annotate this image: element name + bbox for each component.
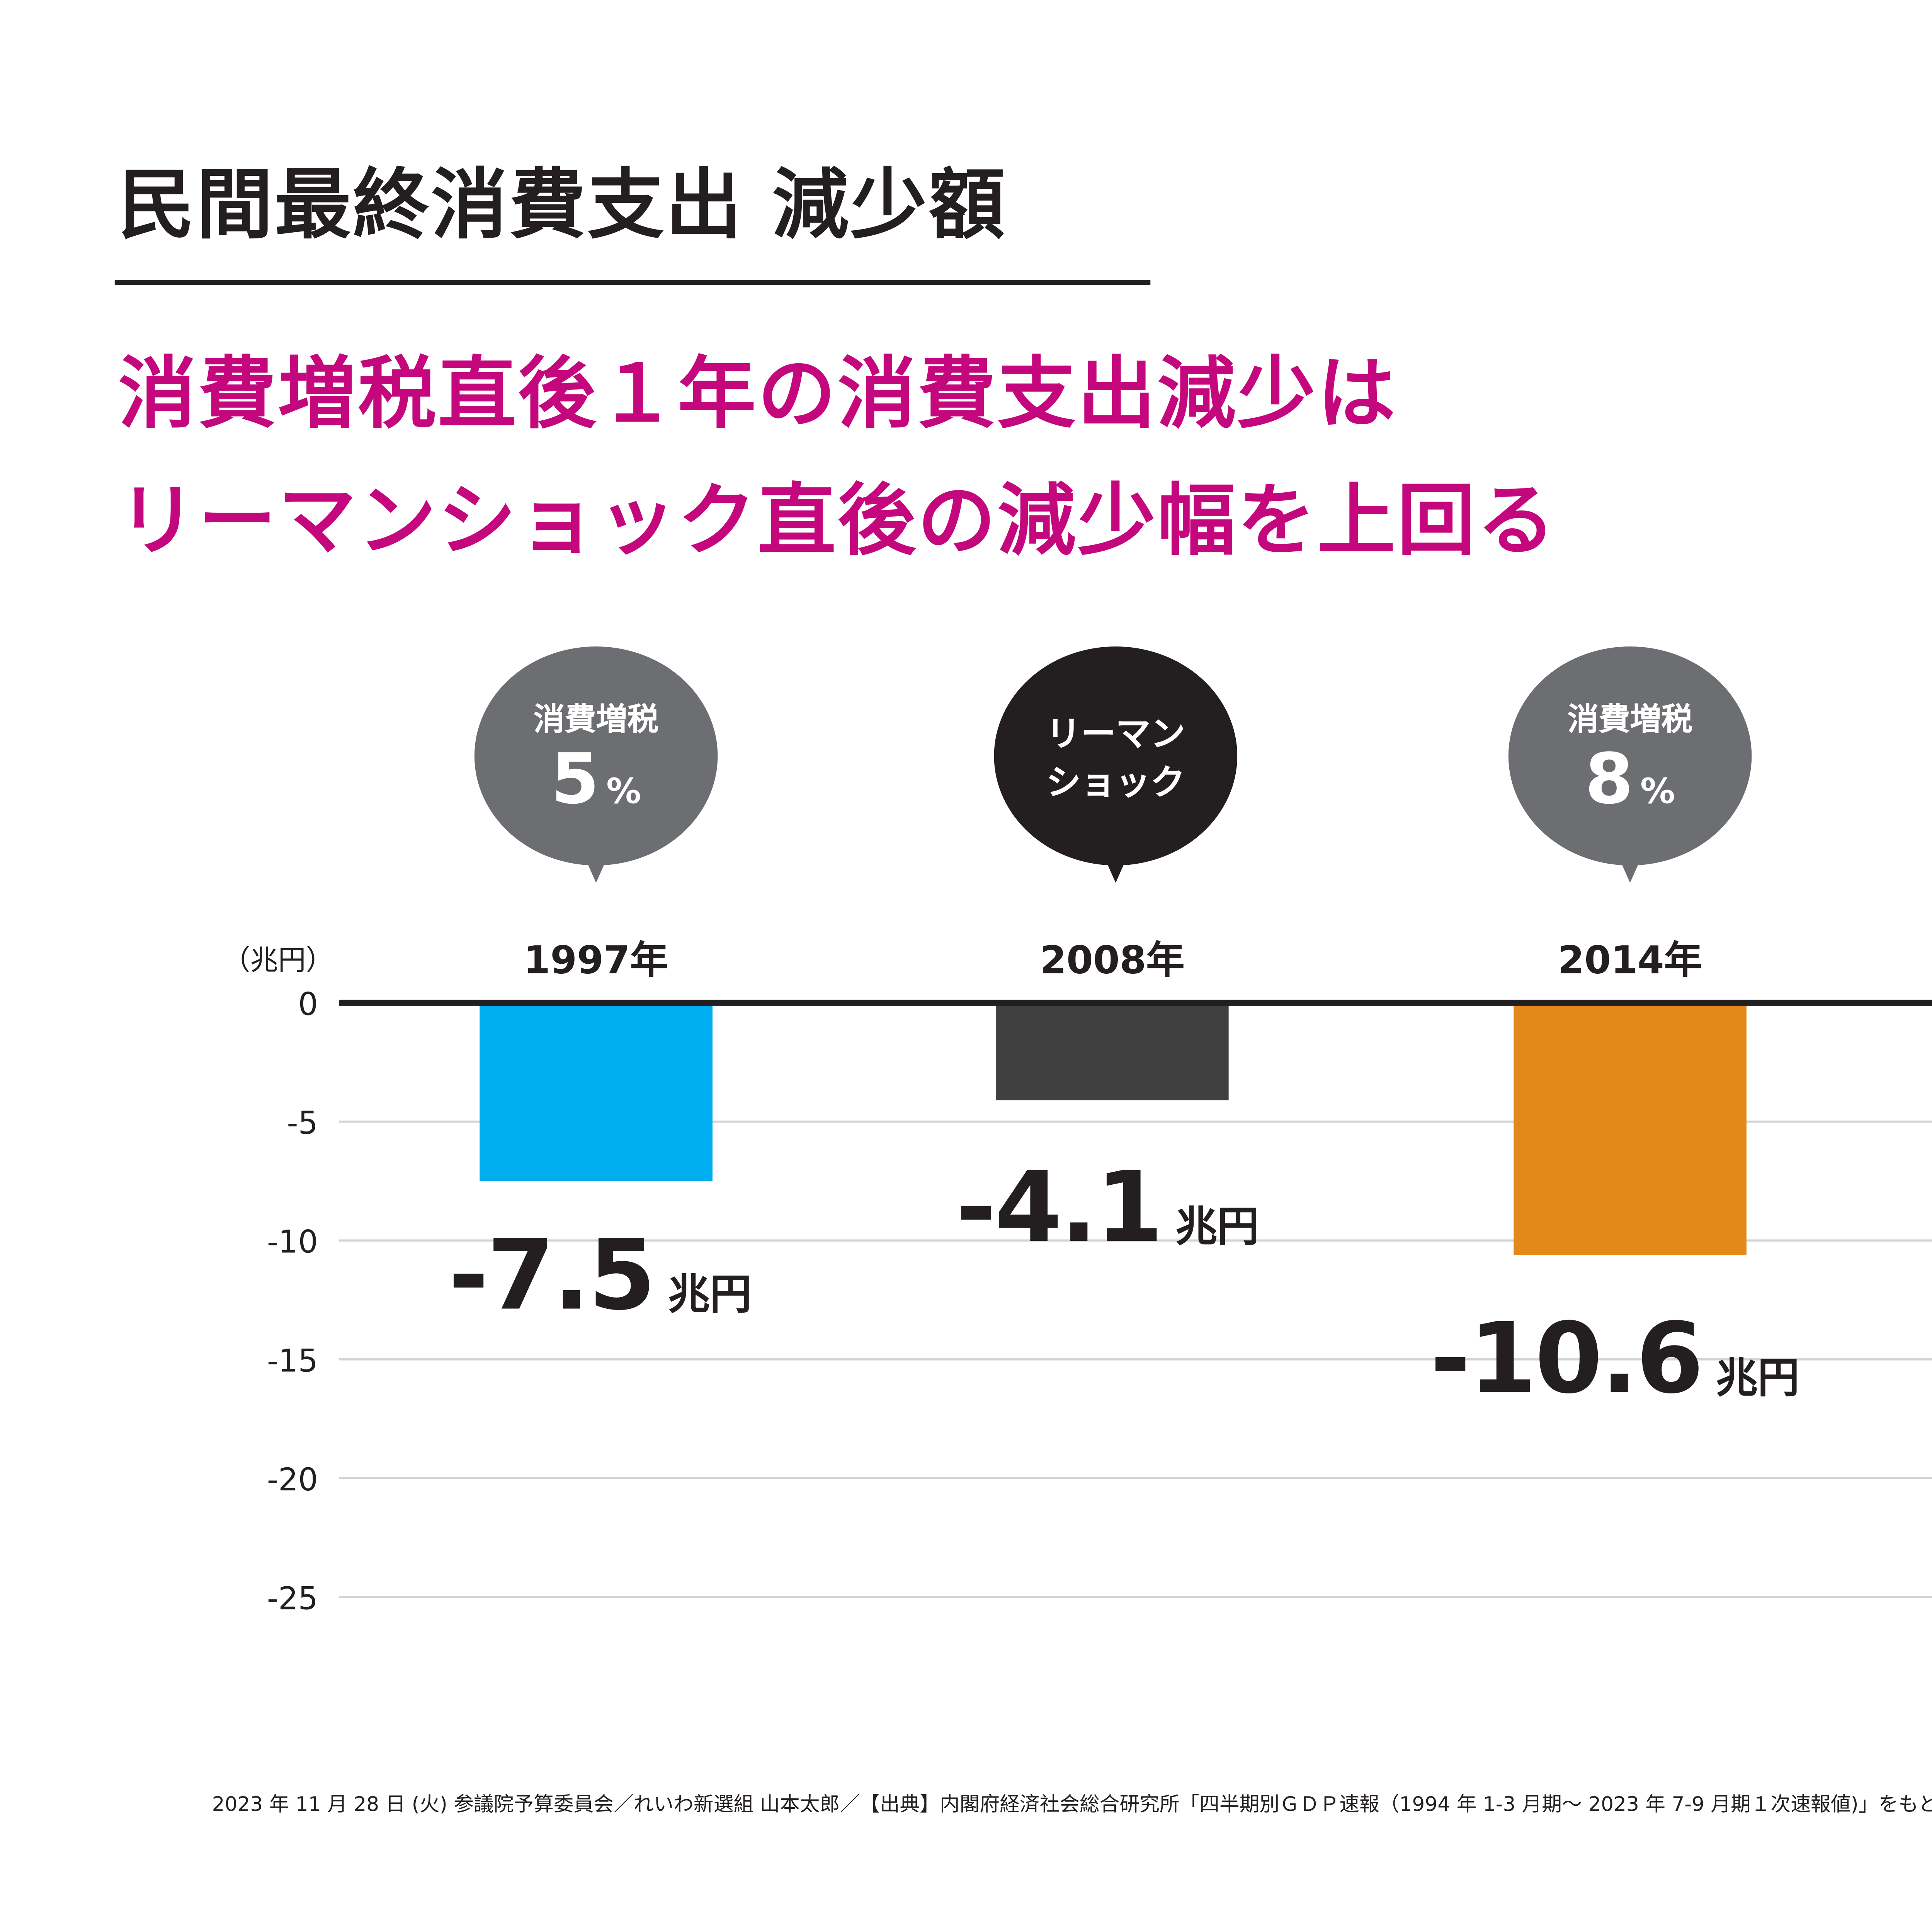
bar-2008年 <box>996 1002 1229 1101</box>
y-tick-label: -10 <box>267 1224 318 1260</box>
data-label-value: -10.6 <box>1430 1303 1704 1417</box>
x-category-label: 2008年 <box>1040 940 1185 984</box>
slide-title: 民間最終消費支出 減少額 <box>118 162 1007 250</box>
bubble-label: 消費増税 <box>533 702 659 739</box>
bubble-percent: % <box>606 770 641 812</box>
title-underline <box>114 280 1151 285</box>
bubble-tail <box>582 851 610 883</box>
bubble-value: 8% <box>1509 740 1752 820</box>
bubble-lehman: リーマン ショック <box>994 646 1238 890</box>
y-axis-unit-label: （兆円） <box>222 944 334 977</box>
bubble-circle <box>1508 646 1752 866</box>
bubble-tail <box>1616 851 1644 883</box>
bubble-tail <box>1102 851 1130 883</box>
bubble-percent: % <box>1640 770 1675 812</box>
bubble-value: 5% <box>474 740 718 820</box>
bubble-tax-5: 消費増税 5% <box>474 646 718 890</box>
data-label-value: -7.5 <box>448 1219 656 1332</box>
data-label: -10.6 兆円 <box>1430 1303 1799 1416</box>
footer-source: 2023 年 11 月 28 日 (火) 参議院予算委員会／れいわ新選組 山本太… <box>212 1791 1932 1816</box>
bubble-label: 消費増税 <box>1567 702 1693 739</box>
data-label: -7.5 兆円 <box>448 1219 752 1332</box>
y-tick-label: -15 <box>267 1343 318 1379</box>
y-tick-label: -5 <box>287 1105 318 1141</box>
bar-2014年 <box>1514 1002 1747 1255</box>
y-tick-label: -20 <box>267 1462 318 1498</box>
bubble-circle <box>994 646 1238 866</box>
data-label-value: -4.1 <box>956 1152 1163 1266</box>
data-label: -4.1 兆円 <box>956 1152 1259 1265</box>
bubble-label-2: ショック <box>1046 761 1185 803</box>
bubble-number: 8 <box>1585 740 1634 820</box>
data-label-unit: 兆円 <box>1716 1354 1799 1403</box>
bubble-number: 5 <box>551 740 600 820</box>
x-category-label: 1997年 <box>524 940 668 984</box>
x-category-label: 2014年 <box>1558 940 1702 984</box>
headline-line-1: 消費増税直後１年の消費支出減少は <box>118 347 1397 440</box>
data-label-unit: 兆円 <box>668 1269 752 1318</box>
y-tick-label: 0 <box>298 986 318 1022</box>
bubble-label: リーマン <box>1046 712 1185 754</box>
y-tick-label: -25 <box>267 1581 318 1617</box>
bar-1997年 <box>480 1002 713 1181</box>
bubble-tax-8: 消費増税 8% <box>1508 646 1752 890</box>
bubble-circle <box>474 646 718 866</box>
headline-line-2: リーマンショック直後の減少幅を上回る <box>118 474 1557 567</box>
data-label-unit: 兆円 <box>1175 1203 1259 1252</box>
